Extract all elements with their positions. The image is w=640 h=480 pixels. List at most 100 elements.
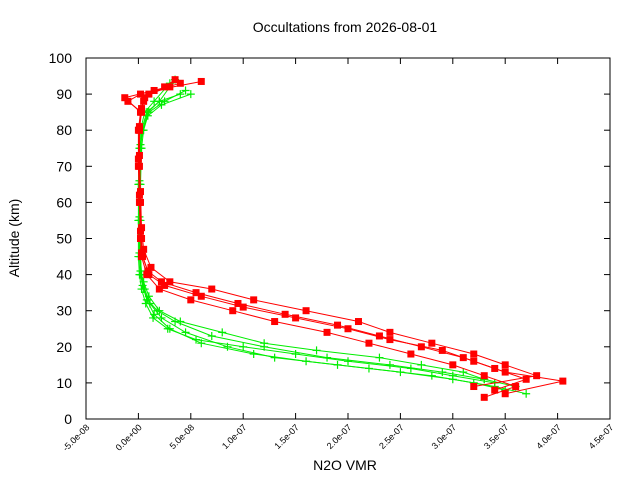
- y-tick-label: 20: [56, 339, 72, 355]
- data-point: [522, 375, 530, 383]
- data-point: [187, 296, 195, 304]
- data-point: [260, 339, 269, 348]
- y-tick-label: 90: [56, 86, 72, 102]
- data-point: [135, 123, 143, 131]
- x-axis-label: N2O VMR: [313, 457, 377, 473]
- data-point: [559, 377, 567, 385]
- data-point: [323, 328, 331, 336]
- data-point: [223, 342, 232, 351]
- y-axis-label: Altitude (km): [6, 199, 22, 278]
- data-point: [138, 249, 146, 257]
- data-point: [176, 79, 184, 87]
- data-point: [491, 364, 499, 372]
- data-point: [406, 364, 415, 373]
- data-point: [480, 372, 488, 380]
- data-point: [161, 281, 169, 289]
- data-point: [181, 328, 190, 337]
- x-tick-label: 3.0e-07: [430, 422, 459, 451]
- x-tick-label: 0.0e+00: [114, 422, 144, 452]
- x-tick-label: 4.0e-07: [534, 422, 563, 451]
- data-point: [136, 266, 145, 275]
- data-point: [138, 235, 146, 242]
- data-point: [448, 375, 457, 384]
- data-point: [480, 393, 488, 401]
- x-tick-label: 3.5e-07: [482, 422, 511, 451]
- data-point: [161, 83, 169, 91]
- data-point: [141, 94, 149, 102]
- data-point: [155, 306, 164, 315]
- x-tick-label: 2.5e-07: [377, 422, 406, 451]
- series-2: [121, 76, 567, 401]
- data-point: [166, 83, 174, 91]
- data-point: [386, 328, 394, 336]
- y-tick-label: 80: [56, 122, 72, 138]
- data-point: [135, 191, 143, 199]
- y-tick-label: 70: [56, 158, 72, 174]
- y-tick-label: 0: [64, 411, 72, 427]
- y-tick-label: 100: [49, 50, 73, 66]
- data-point: [449, 361, 457, 369]
- data-point: [302, 307, 310, 315]
- y-axis: 0 10 20 30 40 50 60 70 80 90 100: [49, 50, 610, 427]
- x-tick-label: 1.0e-07: [220, 422, 249, 451]
- data-point: [135, 151, 143, 159]
- data-point: [291, 350, 300, 359]
- data-point: [155, 285, 163, 293]
- data-point: [281, 310, 289, 318]
- data-point: [144, 292, 153, 301]
- data-point: [533, 372, 541, 380]
- series-1: [134, 75, 531, 398]
- data-point: [136, 188, 144, 196]
- data-point: [396, 368, 405, 377]
- data-point: [491, 386, 499, 394]
- data-point: [163, 324, 172, 333]
- plot-content: [121, 75, 567, 401]
- data-point: [136, 108, 144, 116]
- series-line: [123, 81, 528, 391]
- data-point: [438, 346, 446, 354]
- data-point: [176, 317, 185, 326]
- data-point: [145, 90, 153, 98]
- series-line: [137, 82, 495, 384]
- y-tick-label: 60: [56, 194, 72, 210]
- series-line: [138, 79, 527, 395]
- data-point: [234, 299, 242, 307]
- data-point: [386, 336, 394, 344]
- data-point: [334, 321, 342, 329]
- data-point: [121, 94, 129, 102]
- data-point: [270, 353, 279, 362]
- data-point: [149, 313, 158, 322]
- data-point: [155, 97, 164, 106]
- data-point: [186, 90, 195, 99]
- data-point: [417, 343, 425, 351]
- chart-title: Occultations from 2026-08-01: [253, 19, 438, 35]
- data-point: [470, 383, 478, 391]
- data-point: [239, 342, 248, 351]
- data-point: [438, 368, 447, 377]
- data-point: [166, 278, 174, 286]
- data-point: [459, 354, 467, 362]
- data-point: [333, 360, 342, 369]
- data-point: [375, 332, 383, 340]
- data-point: [140, 245, 148, 253]
- data-point: [150, 86, 158, 94]
- data-point: [375, 353, 384, 362]
- data-point: [192, 335, 201, 344]
- data-point: [428, 339, 436, 347]
- x-tick-label: 2.0e-07: [325, 422, 354, 451]
- x-tick-label: 4.5e-07: [587, 422, 616, 451]
- data-point: [134, 155, 142, 163]
- data-point: [239, 303, 247, 311]
- data-point: [140, 285, 149, 294]
- data-point: [147, 263, 155, 271]
- data-point: [144, 267, 152, 275]
- data-point: [192, 289, 200, 297]
- data-point: [197, 292, 205, 300]
- series-line: [138, 93, 485, 380]
- data-point: [124, 97, 132, 105]
- data-point: [417, 360, 426, 369]
- data-point: [522, 389, 531, 398]
- data-point: [136, 227, 144, 235]
- data-point: [501, 361, 509, 369]
